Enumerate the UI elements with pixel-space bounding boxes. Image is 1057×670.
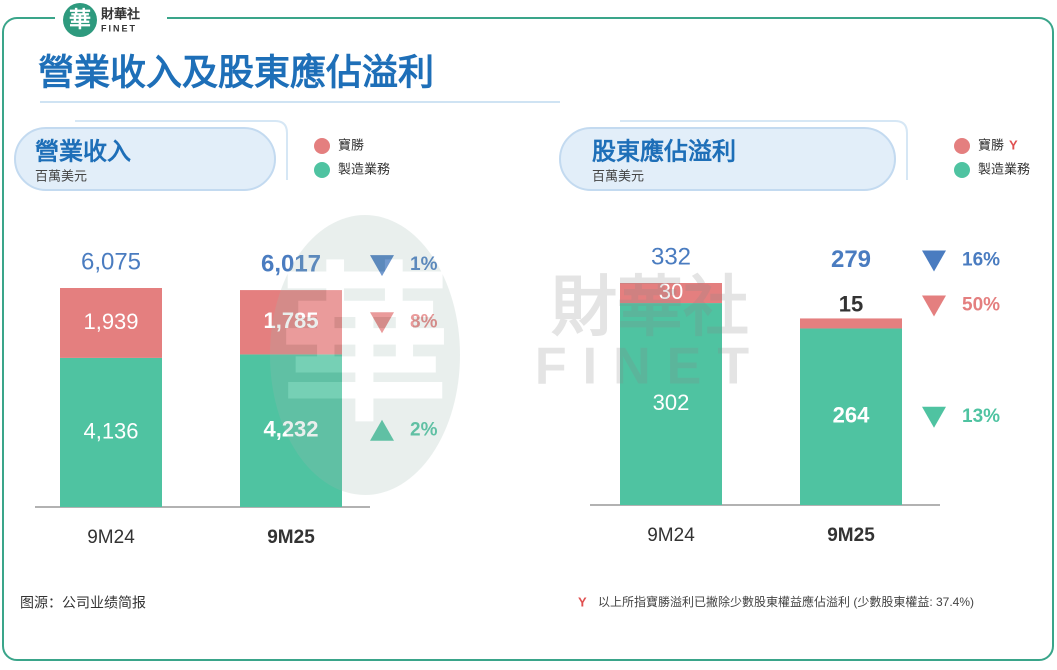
- legend-footnote-mark: Y: [1009, 137, 1018, 152]
- legend-label: 製造業務: [978, 161, 1030, 176]
- chart-title: 股東應佔溢利: [592, 137, 736, 165]
- header-pill: [14, 127, 276, 191]
- total-label: 6,017: [261, 250, 321, 277]
- value-label: 4,136: [83, 418, 138, 443]
- change-arrow: [922, 250, 946, 272]
- change-arrow: [370, 312, 394, 334]
- change-label: 50%: [962, 294, 1000, 315]
- change-label: 8%: [410, 311, 438, 332]
- x-tick-label: 9M25: [267, 527, 315, 548]
- logo-circle: [63, 3, 97, 37]
- chart-subtitle: 百萬美元: [592, 168, 644, 183]
- legend-swatch: [954, 162, 970, 178]
- bar-segment: [800, 318, 902, 329]
- bar-segment: [240, 290, 342, 355]
- bar-segment: [60, 288, 162, 358]
- header-deco: [620, 120, 908, 180]
- value-label: 264: [833, 403, 870, 428]
- value-label: 30: [659, 279, 683, 304]
- footnote-text: 以上所指寶勝溢利已撇除少數股東權益應佔溢利 (少數股東權益: 37.4%): [598, 594, 974, 609]
- change-arrow: [922, 406, 946, 428]
- change-arrow: [370, 419, 394, 441]
- legend-label: 製造業務: [338, 161, 390, 176]
- bar-segment: [240, 354, 342, 507]
- bar-segment: [800, 328, 902, 505]
- change-arrow: [370, 255, 394, 277]
- value-label: 4,232: [263, 417, 318, 442]
- chart-title: 營業收入: [35, 138, 131, 165]
- legend-swatch: [314, 138, 330, 154]
- change-label: 16%: [962, 249, 1000, 270]
- x-tick-label: 9M24: [87, 527, 135, 548]
- bar-segment: [60, 357, 162, 507]
- change-label: 2%: [410, 420, 438, 441]
- legend-label: 寶勝: [978, 137, 1004, 152]
- bar-segment: [620, 303, 722, 505]
- watermark-name: 財華社: [551, 269, 749, 343]
- x-tick-label: 9M25: [827, 525, 875, 546]
- x-tick-label: 9M24: [647, 525, 695, 546]
- watermark-logo: [270, 215, 460, 495]
- page-title: 營業收入及股東應佔溢利: [38, 52, 434, 93]
- value-label: 1,785: [263, 308, 318, 333]
- bar-segment: [620, 283, 722, 304]
- brand-name: 財華社: [100, 6, 140, 21]
- total-label: 6,075: [81, 248, 141, 275]
- frame: [2, 17, 1054, 661]
- change-arrow: [922, 295, 946, 317]
- value-label: 15: [839, 291, 863, 316]
- value-label: 1,939: [83, 309, 138, 334]
- watermark-logo-char: 華: [280, 252, 450, 442]
- total-label: 279: [831, 246, 871, 273]
- change-label: 13%: [962, 406, 1000, 427]
- header-pill: [559, 127, 896, 191]
- value-label: 302: [653, 390, 690, 415]
- brand-sub: FINET: [101, 23, 137, 33]
- chart-subtitle: 百萬美元: [35, 168, 87, 183]
- total-label: 332: [651, 243, 691, 270]
- legend-swatch: [314, 162, 330, 178]
- logo-char: 華: [69, 7, 91, 32]
- legend-label: 寶勝: [338, 137, 364, 152]
- source: 图源：公司业绩简报: [20, 595, 146, 611]
- change-label: 1%: [410, 254, 438, 275]
- legend-swatch: [954, 138, 970, 154]
- footnote-mark: Y: [578, 594, 587, 609]
- watermark-sub: FINET: [535, 338, 765, 396]
- header-deco: [75, 120, 288, 180]
